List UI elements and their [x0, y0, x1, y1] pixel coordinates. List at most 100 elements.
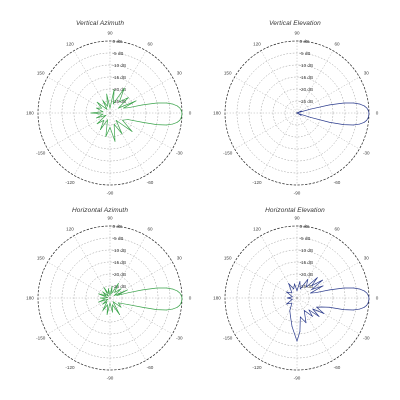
polar-plot-vertical-elevation: 0 30 60 90 120 150 180 -150 -120 -90 -60 -30 0 dB -5 … — [213, 31, 379, 196]
angle-tick-label: -90 — [107, 191, 114, 196]
data-point — [142, 104, 143, 106]
data-point — [105, 136, 107, 137]
grid-spoke — [73, 112, 111, 176]
angle-tick-label: 30 — [177, 71, 183, 76]
angle-tick-label: 150 — [37, 256, 45, 261]
data-point — [291, 326, 293, 327]
data-point — [109, 302, 111, 304]
data-point — [156, 124, 157, 125]
data-point — [176, 105, 178, 107]
data-point — [286, 291, 287, 293]
data-point — [296, 290, 298, 292]
data-point — [98, 293, 100, 295]
data-point — [107, 288, 109, 289]
data-point — [102, 100, 104, 101]
data-point — [128, 107, 129, 109]
data-point — [107, 297, 108, 298]
chart-title: Horizontal Elevation — [265, 207, 325, 214]
data-point — [128, 97, 129, 98]
data-point — [359, 308, 360, 310]
data-point — [311, 285, 313, 287]
data-point — [363, 290, 365, 292]
radial-tick-label: -5 dB — [113, 51, 124, 56]
data-point — [299, 331, 301, 332]
radial-tick-label: -20 dB — [113, 272, 127, 277]
grid-spoke — [234, 112, 298, 150]
data-point — [113, 89, 115, 90]
angle-tick-label: 0 — [376, 296, 379, 301]
data-point — [367, 295, 369, 296]
pattern-trace — [286, 277, 370, 342]
polar-plot-horizontal-azimuth: 0 30 60 90 120 150 180 -150 -120 -90 -60 -30 0 dB -5 … — [26, 216, 192, 381]
data-point — [288, 283, 289, 284]
radial-tick-label: -20 dB — [113, 87, 127, 92]
data-point — [180, 295, 182, 296]
data-point — [359, 103, 361, 105]
data-point — [115, 120, 117, 121]
data-point — [290, 315, 291, 317]
data-point — [112, 311, 113, 313]
chart-title: Vertical Elevation — [269, 20, 321, 27]
data-point — [123, 107, 124, 109]
polar-plot-horizontal-elevation: 0 30 60 90 120 150 180 -150 -120 -90 -60 -30 0 dB -5 … — [213, 216, 379, 381]
radial-tick-label: 0 dB — [113, 224, 122, 229]
data-point — [114, 141, 116, 142]
data-point — [323, 313, 325, 314]
data-point — [131, 131, 133, 132]
data-point — [172, 123, 173, 125]
radial-tick-label: -10 dB — [113, 63, 127, 68]
data-point — [181, 115, 183, 116]
data-point — [105, 115, 107, 116]
grid-spoke — [296, 112, 360, 150]
data-point — [311, 289, 312, 290]
data-point — [328, 306, 330, 308]
data-point — [116, 295, 118, 296]
data-point — [118, 101, 120, 103]
data-point — [367, 117, 369, 119]
panel-vertical-elevation: Vertical Elevation 0 30 60 90 120 150 180 -150 -… — [195, 0, 395, 200]
data-point — [359, 288, 361, 290]
angle-tick-label: 0 — [189, 111, 192, 116]
data-point — [328, 121, 330, 123]
data-point — [179, 107, 181, 109]
angle-tick-label: 120 — [66, 226, 74, 231]
data-point — [156, 102, 158, 104]
panel-horizontal-elevation: Horizontal Elevation 0 30 60 90 120 150 180 -15… — [195, 195, 395, 395]
data-point — [122, 119, 123, 121]
angle-tick-label: -120 — [252, 365, 262, 370]
radial-tick-label: -5 dB — [300, 51, 311, 56]
angle-tick-label: -90 — [294, 376, 301, 381]
angle-tick-label: 180 — [26, 111, 34, 116]
data-point — [322, 279, 323, 281]
radial-tick-label: -20 dB — [300, 87, 314, 92]
angle-tick-label: -150 — [36, 336, 46, 341]
data-point — [179, 292, 181, 294]
grid-spoke — [234, 76, 298, 114]
grid-spoke — [296, 50, 334, 114]
polar-plot-vertical-azimuth: 0 30 60 90 120 150 180 -150 -120 -90 -60 -30 0 dB -5 … — [26, 31, 192, 196]
data-point — [180, 110, 182, 111]
grid-spoke — [47, 261, 111, 299]
data-point — [352, 309, 354, 311]
grid-spoke — [47, 76, 111, 114]
data-point — [353, 287, 355, 289]
angle-tick-label: -60 — [147, 180, 154, 185]
data-point — [112, 103, 114, 105]
data-point — [111, 293, 112, 294]
angle-tick-label: 90 — [107, 31, 113, 36]
data-point — [300, 115, 302, 116]
data-point — [180, 302, 182, 304]
data-point — [119, 314, 120, 315]
radial-tick-label: -5 dB — [300, 236, 311, 241]
data-point — [299, 281, 301, 282]
data-point — [114, 292, 115, 293]
data-point — [172, 288, 174, 290]
data-point — [286, 303, 287, 305]
data-point — [366, 107, 368, 109]
angle-tick-label: -150 — [36, 151, 46, 156]
data-point — [96, 123, 98, 125]
data-point — [108, 295, 109, 297]
radial-tick-label: 0 dB — [113, 39, 122, 44]
angle-tick-label: 180 — [26, 296, 34, 301]
data-point — [127, 289, 128, 291]
